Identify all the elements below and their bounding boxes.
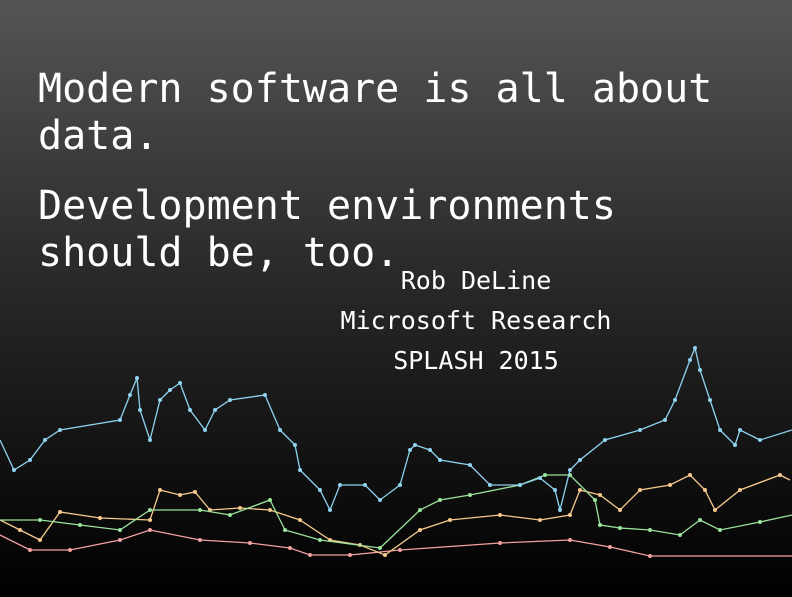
event: SPLASH 2015 — [393, 346, 559, 375]
blue-line — [0, 345, 792, 512]
orange-line — [0, 473, 791, 557]
affiliation: Microsoft Research — [340, 306, 612, 335]
headline: Modern software is all about data. — [38, 66, 713, 159]
green-line — [0, 473, 792, 550]
author: Rob DeLine — [400, 266, 552, 295]
headline: Development environments should be, too. — [38, 183, 616, 276]
